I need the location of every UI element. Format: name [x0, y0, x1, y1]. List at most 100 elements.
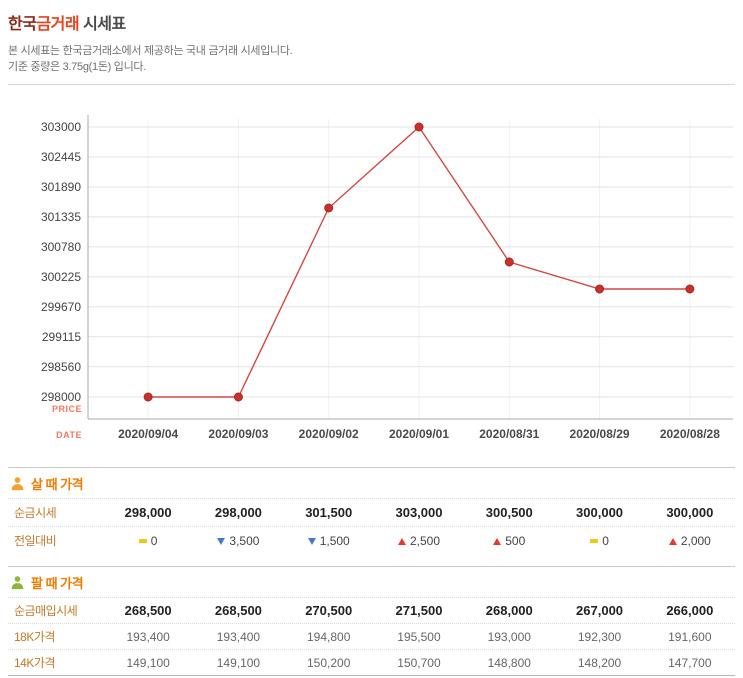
page-title: 한국금거래 시세표 — [8, 10, 735, 34]
row-label: 순금시세 — [14, 506, 57, 520]
sell-table-row-1: 18K가격 193,400 193,400 194,800 195,500 193,000… — [8, 623, 735, 649]
buy-table: 순금시세 298,000 298,000 301,500 303,000 300,500 3… — [8, 498, 735, 554]
x-tick-label: 2020/09/02 — [299, 427, 359, 441]
title-part-price-table: 시세표 — [79, 16, 126, 33]
change-value: 500 — [505, 533, 526, 548]
value-cell: 1,500 — [284, 534, 374, 548]
y-tick-label: 301890 — [41, 180, 81, 194]
value-cell: 268,500 — [214, 603, 262, 618]
value-cell: 191,600 — [668, 629, 712, 644]
no-change-icon — [590, 538, 599, 543]
value-cell: 301,500 — [305, 505, 353, 520]
value-cell: 298,000 — [214, 505, 262, 520]
value-cell: 195,500 — [397, 629, 441, 644]
data-point — [504, 257, 514, 267]
gold-price-chart: 303000 302445 301890 301335 300780 300225 2996… — [8, 89, 735, 447]
description-line-2: 기준 중량은 3.75g(1돈) 입니다. — [8, 61, 146, 73]
page-header: 한국금거래 시세표 본 시세표는 한국금거래소에서 제공하는 국내 금거래 시세… — [8, 10, 735, 85]
description-line-1: 본 시세표는 한국금거래소에서 제공하는 국내 금거래 시세입니다. — [8, 45, 293, 57]
sell-section-title: 팔 때 가격 — [31, 575, 84, 591]
y-tick-label: 303000 — [41, 120, 81, 134]
x-tick-label: 2020/09/04 — [118, 427, 178, 441]
y-axis-title: PRICE — [52, 404, 82, 414]
value-cell: 268,500 — [124, 603, 172, 618]
value-cell: 266,000 — [666, 603, 714, 618]
header-divider — [8, 84, 735, 85]
value-cell: 300,000 — [576, 505, 624, 520]
up-arrow-icon — [668, 537, 677, 545]
change-value: 3,500 — [229, 533, 260, 548]
value-cell: 148,800 — [487, 655, 531, 670]
value-cell: 2,500 — [374, 534, 464, 548]
x-tick-label: 2020/08/29 — [570, 427, 630, 441]
y-tick-label: 298000 — [41, 390, 81, 404]
sell-table: 순금매입시세 268,500 268,500 270,500 271,500 268,00… — [8, 597, 735, 675]
sell-person-icon — [11, 575, 24, 589]
data-point — [324, 203, 334, 213]
no-change-icon — [138, 538, 147, 543]
value-cell: 193,000 — [487, 629, 531, 644]
x-tick-label: 2020/08/31 — [479, 427, 539, 441]
value-cell: 150,200 — [307, 655, 351, 670]
value-cell: 0 — [103, 534, 193, 548]
title-part-gold-exchange: 금거래 — [36, 16, 80, 33]
change-value: 2,500 — [409, 533, 440, 548]
x-tick-label: 2020/09/01 — [389, 427, 449, 441]
sell-price-section: 팔 때 가격 순금매입시세 268,500 268,500 270,500 271,50… — [8, 566, 735, 676]
sell-table-row-0: 순금매입시세 268,500 268,500 270,500 271,500 268,00… — [8, 597, 735, 623]
down-arrow-icon — [307, 537, 316, 545]
value-cell: 500 — [464, 534, 554, 548]
value-cell: 298,000 — [124, 505, 172, 520]
value-cell: 193,400 — [126, 629, 170, 644]
value-cell: 149,100 — [126, 655, 170, 670]
value-cell: 192,300 — [577, 629, 622, 644]
y-tick-label: 298560 — [41, 360, 81, 374]
value-cell: 267,000 — [576, 603, 624, 618]
row-label: 14K가격 — [14, 656, 55, 670]
up-arrow-icon — [397, 537, 406, 545]
y-tick-label: 301335 — [41, 210, 81, 224]
data-point — [143, 392, 153, 402]
value-cell: 150,700 — [397, 655, 441, 670]
buy-section-title: 살 때 가격 — [31, 476, 84, 492]
data-point — [414, 122, 424, 132]
value-cell: 2,000 — [645, 534, 735, 548]
value-cell: 0 — [554, 534, 644, 548]
row-label: 순금매입시세 — [14, 604, 78, 618]
buy-section-header: 살 때 가격 — [8, 468, 735, 498]
data-point — [685, 284, 695, 294]
title-part-korea: 한국 — [8, 16, 37, 33]
change-value: 0 — [602, 533, 609, 548]
up-arrow-icon — [493, 537, 502, 545]
value-cell: 300,000 — [666, 505, 714, 520]
y-tick-label: 300225 — [41, 270, 81, 284]
value-cell: 194,800 — [307, 629, 351, 644]
value-cell: 3,500 — [193, 534, 283, 548]
value-cell: 193,400 — [216, 629, 261, 644]
data-point — [233, 392, 243, 402]
change-value: 2,000 — [680, 533, 711, 548]
y-tick-label: 300780 — [41, 240, 81, 254]
buy-price-section: 살 때 가격 순금시세 298,000 298,000 301,500 303,000 3… — [8, 467, 735, 554]
y-tick-label: 302445 — [41, 150, 81, 164]
value-cell: 147,700 — [668, 655, 712, 670]
change-value: 1,500 — [319, 533, 350, 548]
x-tick-label: 2020/08/28 — [660, 427, 720, 441]
value-cell: 303,000 — [395, 505, 443, 520]
value-cell: 300,500 — [485, 505, 533, 520]
row-label: 전일대비 — [14, 534, 57, 548]
value-cell: 268,000 — [485, 603, 533, 618]
down-arrow-icon — [217, 537, 226, 545]
price-line-chart: 303000 302445 301890 301335 300780 300225 2996… — [41, 115, 733, 441]
value-cell: 271,500 — [395, 603, 443, 618]
x-axis-title: DATE — [56, 430, 82, 440]
y-tick-label: 299115 — [42, 330, 81, 344]
value-cell: 270,500 — [305, 603, 353, 618]
x-tick-label: 2020/09/03 — [208, 427, 268, 441]
row-label: 18K가격 — [14, 630, 55, 644]
sell-section-header: 팔 때 가격 — [8, 567, 735, 597]
change-value: 0 — [150, 533, 158, 548]
buy-person-icon — [11, 476, 24, 490]
sell-table-row-2: 14K가격 149,100 149,100 150,200 150,700 148,800… — [8, 649, 735, 675]
